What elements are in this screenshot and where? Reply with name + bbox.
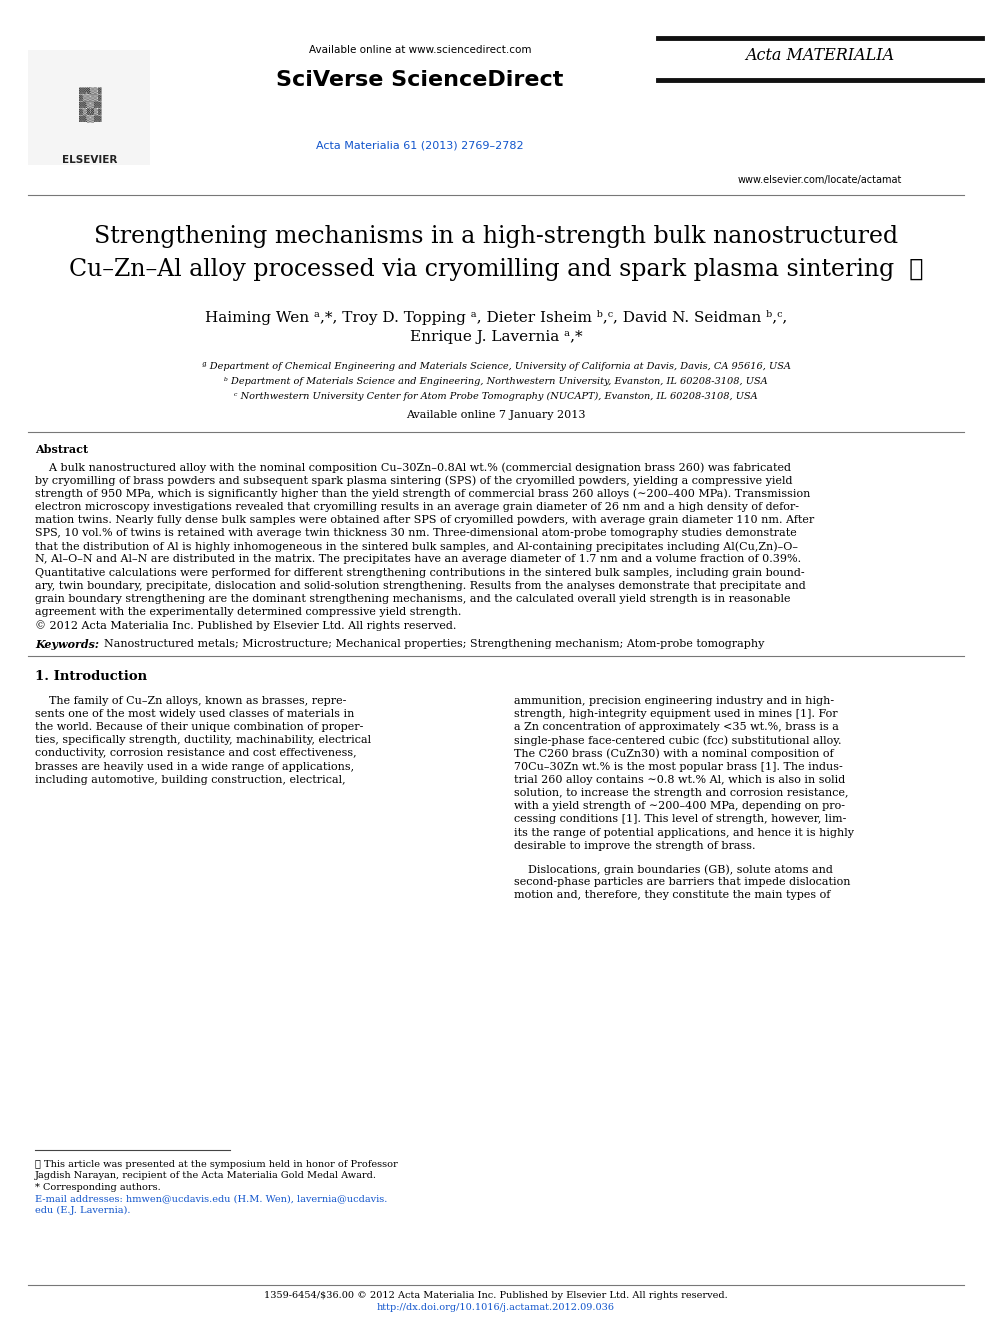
Text: ELSEVIER: ELSEVIER	[62, 155, 118, 165]
Text: ties, specifically strength, ductility, machinability, electrical: ties, specifically strength, ductility, …	[35, 736, 371, 745]
Text: grain boundary strengthening are the dominant strengthening mechanisms, and the : grain boundary strengthening are the dom…	[35, 594, 791, 605]
Text: The family of Cu–Zn alloys, known as brasses, repre-: The family of Cu–Zn alloys, known as bra…	[35, 696, 346, 705]
Text: its the range of potential applications, and hence it is highly: its the range of potential applications,…	[514, 828, 854, 837]
Text: ᶜ Northwestern University Center for Atom Probe Tomography (NUCAPT), Evanston, I: ᶜ Northwestern University Center for Ato…	[234, 392, 758, 401]
Text: 1. Introduction: 1. Introduction	[35, 669, 147, 683]
Text: the world. Because of their unique combination of proper-: the world. Because of their unique combi…	[35, 722, 363, 732]
Text: Enrique J. Lavernia ᵃ,*: Enrique J. Lavernia ᵃ,*	[410, 329, 582, 344]
Text: strength of 950 MPa, which is significantly higher than the yield strength of co: strength of 950 MPa, which is significan…	[35, 488, 810, 499]
Text: http://dx.doi.org/10.1016/j.actamat.2012.09.036: http://dx.doi.org/10.1016/j.actamat.2012…	[377, 1303, 615, 1312]
Text: SciVerse ScienceDirect: SciVerse ScienceDirect	[277, 70, 563, 90]
Text: Strengthening mechanisms in a high-strength bulk nanostructured: Strengthening mechanisms in a high-stren…	[94, 225, 898, 247]
Text: © 2012 Acta Materialia Inc. Published by Elsevier Ltd. All rights reserved.: © 2012 Acta Materialia Inc. Published by…	[35, 620, 456, 631]
Text: agreement with the experimentally determined compressive yield strength.: agreement with the experimentally determ…	[35, 607, 461, 618]
Text: A bulk nanostructured alloy with the nominal composition Cu–30Zn–0.8Al wt.% (com: A bulk nanostructured alloy with the nom…	[35, 462, 791, 472]
Text: strength, high-integrity equipment used in mines [1]. For: strength, high-integrity equipment used …	[514, 709, 837, 718]
Text: Acta Materialia 61 (2013) 2769–2782: Acta Materialia 61 (2013) 2769–2782	[316, 140, 524, 149]
Text: ary, twin boundary, precipitate, dislocation and solid-solution strengthening. R: ary, twin boundary, precipitate, disloca…	[35, 581, 806, 591]
Text: Cu–Zn–Al alloy processed via cryomilling and spark plasma sintering  ☆: Cu–Zn–Al alloy processed via cryomilling…	[68, 258, 924, 280]
Text: 70Cu–30Zn wt.% is the most popular brass [1]. The indus-: 70Cu–30Zn wt.% is the most popular brass…	[514, 762, 843, 771]
Text: Keywords:: Keywords:	[35, 639, 99, 650]
Text: desirable to improve the strength of brass.: desirable to improve the strength of bra…	[514, 841, 756, 851]
Text: ª Department of Chemical Engineering and Materials Science, University of Califo: ª Department of Chemical Engineering and…	[201, 363, 791, 370]
Bar	[28, 50, 150, 165]
Text: edu (E.J. Lavernia).: edu (E.J. Lavernia).	[35, 1207, 131, 1215]
Text: brasses are heavily used in a wide range of applications,: brasses are heavily used in a wide range…	[35, 762, 354, 771]
Text: a Zn concentration of approximately <35 wt.%, brass is a: a Zn concentration of approximately <35 …	[514, 722, 839, 732]
Text: mation twins. Nearly fully dense bulk samples were obtained after SPS of cryomil: mation twins. Nearly fully dense bulk sa…	[35, 515, 814, 525]
Text: motion and, therefore, they constitute the main types of: motion and, therefore, they constitute t…	[514, 890, 830, 901]
Text: including automotive, building construction, electrical,: including automotive, building construct…	[35, 775, 345, 785]
Text: that the distribution of Al is highly inhomogeneous in the sintered bulk samples: that the distribution of Al is highly in…	[35, 541, 798, 552]
Text: www.elsevier.com/locate/actamat: www.elsevier.com/locate/actamat	[738, 175, 902, 185]
Text: cessing conditions [1]. This level of strength, however, lim-: cessing conditions [1]. This level of st…	[514, 815, 846, 824]
Text: trial 260 alloy contains ∼0.8 wt.% Al, which is also in solid: trial 260 alloy contains ∼0.8 wt.% Al, w…	[514, 775, 845, 785]
Text: The C260 brass (CuZn30) with a nominal composition of: The C260 brass (CuZn30) with a nominal c…	[514, 749, 833, 759]
Text: ᵇ Department of Materials Science and Engineering, Northwestern University, Evan: ᵇ Department of Materials Science and En…	[224, 377, 768, 386]
Text: Jagdish Narayan, recipient of the Acta Materialia Gold Medal Award.: Jagdish Narayan, recipient of the Acta M…	[35, 1171, 377, 1180]
Text: * Corresponding authors.: * Corresponding authors.	[35, 1183, 161, 1192]
Text: second-phase particles are barriers that impede dislocation: second-phase particles are barriers that…	[514, 877, 850, 888]
Text: E-mail addresses: hmwen@ucdavis.edu (H.M. Wen), lavernia@ucdavis.: E-mail addresses: hmwen@ucdavis.edu (H.M…	[35, 1195, 387, 1204]
Text: electron microscopy investigations revealed that cryomilling results in an avera: electron microscopy investigations revea…	[35, 501, 799, 512]
Text: Quantitative calculations were performed for different strengthening contributio: Quantitative calculations were performed…	[35, 568, 805, 578]
Text: by cryomilling of brass powders and subsequent spark plasma sintering (SPS) of t: by cryomilling of brass powders and subs…	[35, 475, 793, 486]
Text: Dislocations, grain boundaries (GB), solute atoms and: Dislocations, grain boundaries (GB), sol…	[514, 864, 833, 875]
Text: Available online 7 January 2013: Available online 7 January 2013	[407, 410, 585, 419]
Text: Nanostructured metals; Microstructure; Mechanical properties; Strengthening mech: Nanostructured metals; Microstructure; M…	[97, 639, 765, 648]
Text: solution, to increase the strength and corrosion resistance,: solution, to increase the strength and c…	[514, 789, 848, 798]
Text: single-phase face-centered cubic (fcc) substitutional alloy.: single-phase face-centered cubic (fcc) s…	[514, 736, 841, 746]
Text: Available online at www.sciencedirect.com: Available online at www.sciencedirect.co…	[309, 45, 532, 56]
Text: ▓▓▓▒▒▓
▓▒▒▒▒▓
▓▓▒▒▓▓
▓▒▓▓▒▓
▓▓▒▒▓▓: ▓▓▓▒▒▓ ▓▒▒▒▒▓ ▓▓▒▒▓▓ ▓▒▓▓▒▓ ▓▓▒▒▓▓	[78, 87, 101, 123]
Text: Haiming Wen ᵃ,*, Troy D. Topping ᵃ, Dieter Isheim ᵇ,ᶜ, David N. Seidman ᵇ,ᶜ,: Haiming Wen ᵃ,*, Troy D. Topping ᵃ, Diet…	[205, 310, 787, 325]
Text: sents one of the most widely used classes of materials in: sents one of the most widely used classe…	[35, 709, 354, 718]
Text: ★ This article was presented at the symposium held in honor of Professor: ★ This article was presented at the symp…	[35, 1160, 398, 1170]
Text: SPS, 10 vol.% of twins is retained with average twin thickness 30 nm. Three-dime: SPS, 10 vol.% of twins is retained with …	[35, 528, 797, 538]
Text: 1359-6454/$36.00 © 2012 Acta Materialia Inc. Published by Elsevier Ltd. All righ: 1359-6454/$36.00 © 2012 Acta Materialia …	[264, 1291, 728, 1301]
Text: ammunition, precision engineering industry and in high-: ammunition, precision engineering indust…	[514, 696, 834, 705]
Text: Abstract: Abstract	[35, 445, 88, 455]
Text: N, Al–O–N and Al–N are distributed in the matrix. The precipitates have an avera: N, Al–O–N and Al–N are distributed in th…	[35, 554, 802, 565]
Text: conductivity, corrosion resistance and cost effectiveness,: conductivity, corrosion resistance and c…	[35, 749, 357, 758]
Text: Acta MATERIALIA: Acta MATERIALIA	[745, 46, 895, 64]
Text: with a yield strength of ∼200–400 MPa, depending on pro-: with a yield strength of ∼200–400 MPa, d…	[514, 802, 845, 811]
